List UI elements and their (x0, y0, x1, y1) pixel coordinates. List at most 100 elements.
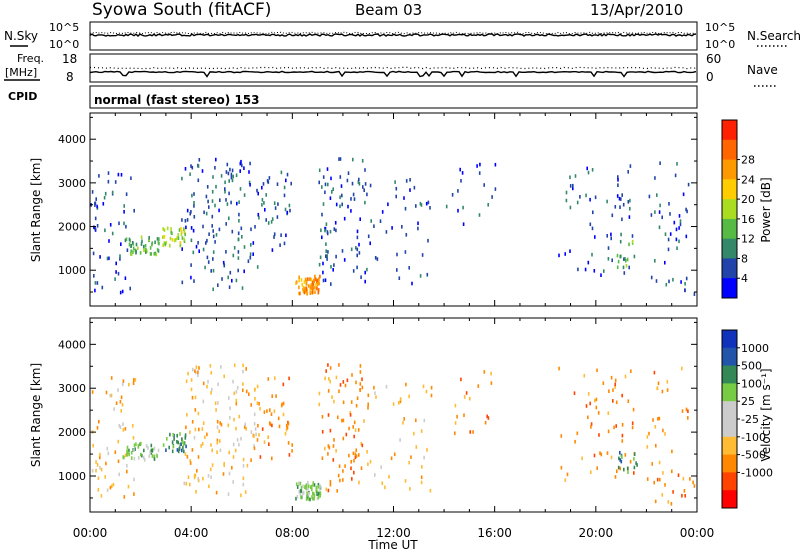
range-cell (208, 205, 210, 209)
range-cell (219, 439, 221, 443)
range-cell (210, 391, 212, 395)
range-cell (239, 161, 242, 166)
range-cell (302, 287, 304, 292)
range-cell (104, 475, 106, 479)
range-cell (156, 248, 159, 252)
range-cell (654, 259, 656, 263)
range-cell (257, 423, 259, 428)
range-cell (356, 235, 359, 240)
range-cell (314, 274, 316, 279)
range-cell (401, 225, 403, 229)
range-cell (177, 449, 180, 454)
range-cell (321, 430, 324, 434)
range-cell (311, 290, 313, 295)
range-cell (598, 433, 600, 437)
range-cell (118, 472, 120, 477)
range-cell (469, 396, 471, 401)
range-cell (614, 382, 616, 387)
range-cell (409, 178, 411, 182)
range-cell (256, 401, 259, 405)
range-cell (296, 495, 299, 499)
range-cell (478, 213, 481, 217)
range-cell (687, 416, 689, 420)
range-cell (671, 449, 673, 454)
range-cell (111, 190, 114, 195)
range-cell (569, 175, 571, 180)
range-cell (226, 202, 229, 206)
range-cell (335, 375, 338, 380)
range-cell (322, 270, 324, 275)
range-cell (127, 484, 130, 489)
nsky-tick-top: 10^5 (49, 21, 79, 34)
range-cell (457, 189, 459, 193)
range-cell (211, 199, 214, 203)
range-cell (572, 183, 574, 188)
colorbar-segment (722, 472, 737, 491)
range-cell (169, 236, 172, 241)
range-cell (123, 210, 125, 214)
range-cell (186, 218, 189, 222)
range-cell (621, 193, 623, 197)
range-cell (296, 485, 299, 489)
range-cell (191, 165, 194, 170)
range-cell (123, 495, 126, 499)
range-cell (94, 226, 96, 231)
range-cell (273, 201, 276, 205)
range-cell (142, 455, 145, 460)
range-cell (216, 450, 218, 454)
range-cell (254, 225, 256, 229)
range-cell (191, 420, 194, 424)
range-cell (667, 247, 670, 252)
range-cell (125, 224, 127, 229)
range-cell (197, 164, 200, 168)
range-cell (193, 435, 196, 440)
range-cell (399, 399, 402, 404)
x-tick-label: 16:00 (477, 526, 512, 540)
range-cell (256, 265, 259, 269)
range-cell (185, 444, 187, 449)
range-cell (207, 260, 210, 264)
range-cell (248, 392, 250, 396)
colorbar-tick-label: -500 (741, 449, 766, 462)
range-cell (191, 395, 194, 400)
range-cell (367, 393, 370, 398)
range-cell (182, 442, 185, 446)
nsky-trace (89, 33, 697, 37)
range-cell (494, 187, 497, 191)
range-cell (107, 451, 110, 456)
range-cell (248, 170, 250, 174)
range-cell (655, 443, 657, 448)
range-cell (307, 484, 310, 488)
range-cell (214, 203, 216, 208)
range-cell (229, 270, 232, 275)
range-cell (614, 475, 617, 479)
range-cell (285, 427, 288, 432)
range-cell (309, 285, 312, 289)
range-cell (359, 382, 362, 386)
range-cell (462, 222, 465, 226)
range-cell (387, 202, 389, 207)
range-cell (150, 443, 153, 448)
range-cell (298, 285, 300, 290)
range-cell (206, 384, 208, 389)
range-cell (658, 210, 661, 214)
range-cell (184, 167, 187, 171)
range-cell (117, 439, 120, 444)
range-cell (186, 455, 189, 459)
range-cell (353, 470, 355, 475)
range-cell (232, 455, 235, 459)
range-cell (180, 226, 182, 231)
range-cell (284, 431, 287, 436)
range-cell (324, 376, 326, 381)
range-cell (267, 435, 269, 439)
range-cell (376, 257, 379, 261)
range-cell (191, 448, 194, 452)
range-cell (197, 455, 200, 459)
range-cell (290, 181, 292, 186)
range-cell (107, 179, 110, 184)
range-cell (209, 467, 212, 472)
range-cell (334, 221, 337, 225)
range-cell (350, 466, 352, 471)
range-cell (314, 290, 316, 294)
range-cell (356, 247, 359, 252)
